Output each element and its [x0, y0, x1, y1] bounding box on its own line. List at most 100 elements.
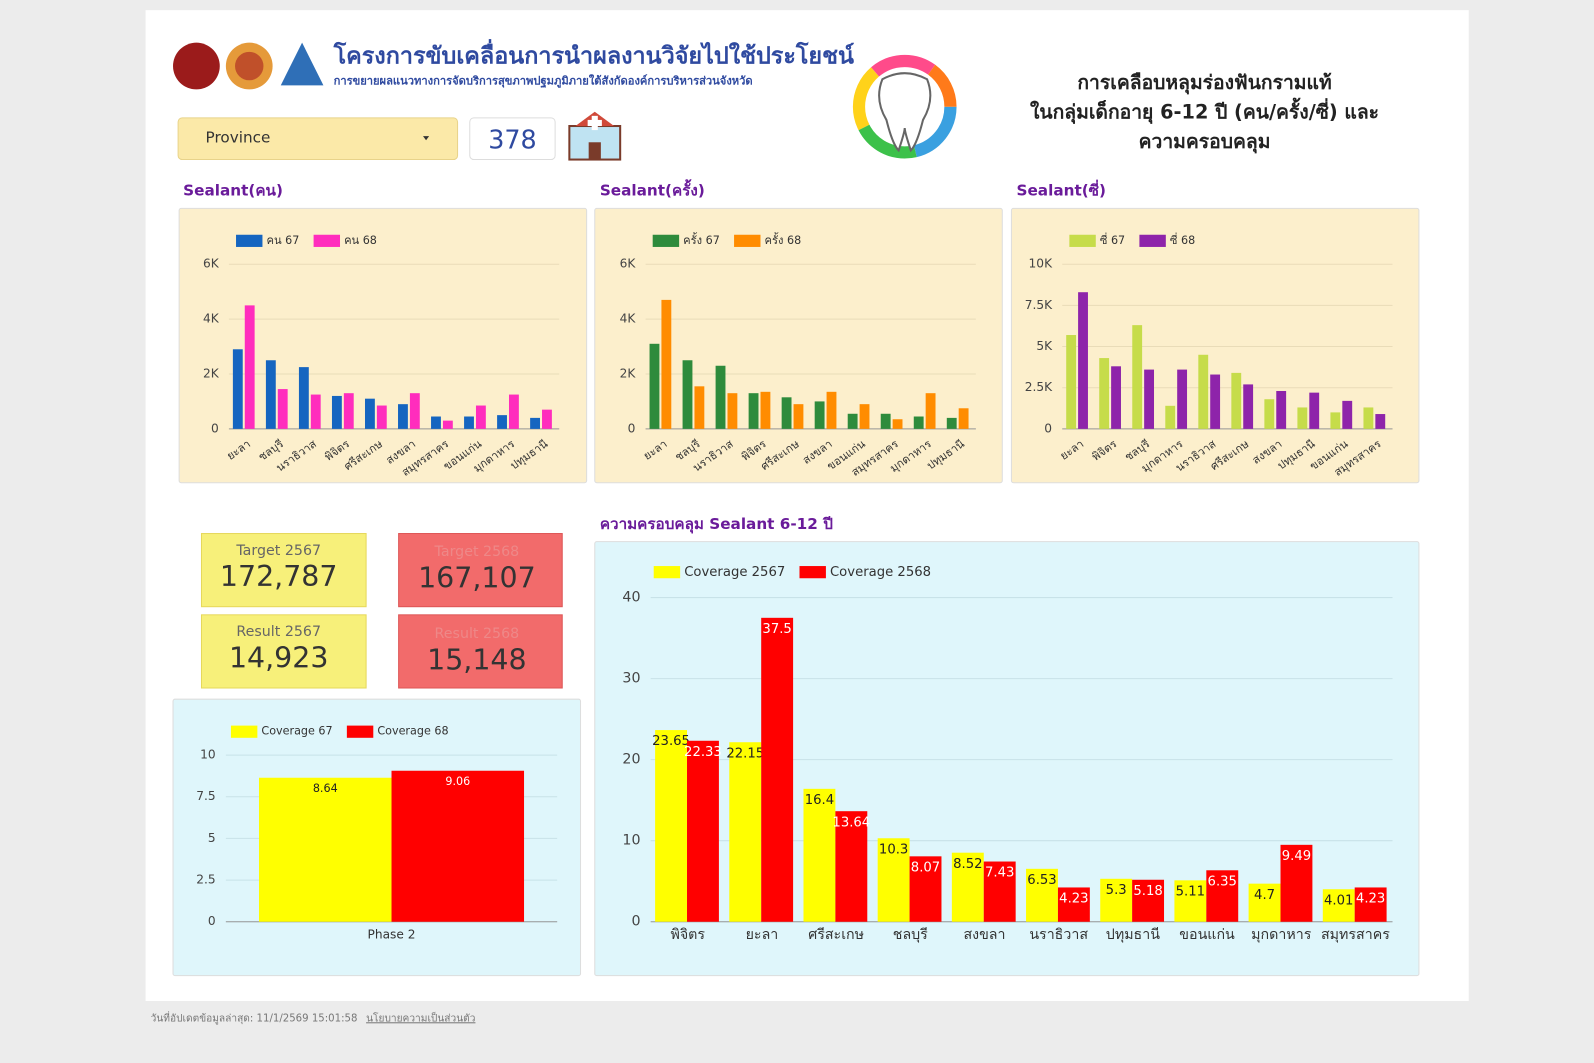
chart-panel [594, 541, 1420, 977]
x-tick-label: พิจิตร [670, 927, 705, 943]
bar [880, 413, 891, 429]
x-tick-label: นราธิวาส [1029, 927, 1088, 943]
bar [464, 416, 474, 429]
bar [398, 404, 408, 429]
tooth [878, 72, 932, 153]
chart-title: Sealant(ซี่) [1017, 179, 1106, 200]
data-label: 23.65 [652, 734, 690, 749]
logo-arc [852, 54, 957, 159]
bar [277, 389, 288, 429]
bar [694, 386, 705, 429]
bar [1111, 366, 1121, 429]
bar [1280, 844, 1313, 922]
bar [1057, 887, 1090, 922]
bar [431, 416, 441, 429]
legend-label: Coverage 2567 [684, 565, 785, 580]
data-label: 6.35 [1208, 874, 1237, 889]
bar [1276, 390, 1287, 429]
bar [649, 343, 660, 429]
x-tick-label: ขอนแก่น [1179, 927, 1235, 943]
data-label: 13.64 [832, 815, 870, 830]
bar [909, 856, 942, 922]
legend-label: Coverage 67 [261, 725, 332, 738]
province-dropdown[interactable] [177, 117, 459, 161]
scorecard-value: 15,148 [427, 644, 527, 677]
data-label: 4.23 [1059, 892, 1088, 907]
logo-arc [852, 54, 957, 159]
y-tick-label: 0 [628, 421, 636, 435]
data-label: 22.15 [726, 746, 764, 761]
legend-swatch [346, 725, 374, 738]
y-tick-label: 6K [620, 257, 637, 271]
logo [173, 42, 220, 90]
header-subtitle: การขยายผลแนวทางการจัดบริการสุขภาพปฐมภูมิ… [334, 73, 753, 88]
bar [1354, 887, 1387, 922]
legend-label: ครั้ง 67 [683, 232, 720, 247]
y-tick-label: 10 [200, 748, 216, 762]
data-label: 7.43 [985, 866, 1014, 881]
data-label: 10.3 [879, 842, 908, 857]
bar [892, 419, 903, 429]
legend-swatch [652, 234, 680, 247]
bar [877, 838, 910, 922]
y-tick-label: 0 [1044, 421, 1052, 435]
legend-label: คน 67 [267, 234, 300, 247]
bar [1210, 374, 1221, 429]
data-label: 8.52 [953, 857, 982, 872]
y-tick-label: 5 [208, 831, 216, 845]
data-label: 5.3 [1106, 883, 1127, 898]
chart-title: Sealant(คน) [183, 182, 283, 200]
tooth-logo [852, 54, 957, 159]
bar [232, 349, 243, 429]
y-tick-label: 30 [622, 671, 640, 687]
bar [715, 365, 726, 429]
data-label: 16.4 [805, 793, 834, 808]
bar [1231, 372, 1242, 429]
bar [298, 367, 309, 429]
hospital-icon [587, 119, 602, 127]
x-tick-label: Phase 2 [367, 927, 415, 941]
bar [442, 420, 453, 429]
y-tick-label: 6K [203, 257, 220, 271]
bar [655, 730, 688, 922]
bar [1309, 392, 1320, 429]
bar [1198, 354, 1209, 429]
bar [748, 393, 759, 429]
scorecard [398, 533, 563, 608]
dropdown-arrow[interactable] [423, 136, 430, 141]
bar [1375, 414, 1386, 429]
logo [235, 51, 264, 81]
x-tick-label: สมุทรสาคร [1321, 927, 1390, 943]
count-value: 378 [488, 124, 536, 154]
bar [497, 415, 507, 429]
scorecard-value: 172,787 [220, 560, 338, 593]
hospital-icon [588, 142, 601, 160]
bar [814, 401, 825, 429]
bar [687, 740, 719, 922]
bar [1100, 878, 1133, 922]
data-label: 5.18 [1133, 884, 1162, 899]
x-tick-label: ศรีสะเกษ [808, 927, 864, 943]
y-tick-label: 7.5 [196, 789, 215, 803]
bar [1132, 879, 1165, 922]
bar [1264, 399, 1275, 429]
legend-label: ครั้ง 68 [765, 232, 802, 247]
y-tick-label: 2K [203, 366, 220, 380]
scorecard-value: 167,107 [418, 561, 536, 594]
scorecard-label: Target 2567 [235, 543, 321, 559]
data-label: 4.7 [1254, 888, 1275, 903]
chart-title: Sealant(ครั้ง) [600, 179, 705, 200]
data-label: 4.01 [1324, 893, 1353, 908]
chart-title: ความครอบคลุม Sealant 6-12 ปี [600, 515, 833, 534]
dropdown-label[interactable]: Province [206, 129, 271, 147]
report-title: ในกลุ่มเด็กอายุ 6-12 ปี (คน/ครั้ง/ซี่) แ… [1030, 96, 1379, 124]
bar [1099, 358, 1110, 429]
bar [1243, 384, 1254, 429]
data-label: 6.53 [1027, 873, 1056, 888]
privacy-link[interactable]: นโยบายความเป็นส่วนตัว [366, 1010, 475, 1024]
scorecard [200, 533, 367, 608]
bar [530, 417, 540, 429]
y-tick-label: 10K [1029, 257, 1054, 271]
bar [1078, 292, 1088, 429]
